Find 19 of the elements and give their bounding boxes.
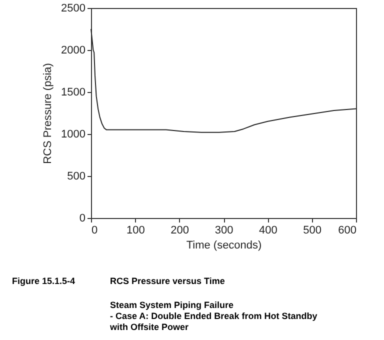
x-tick-label: 300: [214, 224, 234, 236]
x-axis-title: Time (seconds): [186, 240, 262, 252]
x-tick-label: 0: [92, 224, 98, 236]
y-tick-label: 1500: [61, 86, 86, 98]
x-tick-label: 600: [338, 224, 356, 236]
x-tick-label: 200: [170, 224, 190, 236]
x-tick-label: 400: [258, 224, 278, 236]
text: RCS Pressure versus Time: [110, 276, 225, 286]
x-tick-label: 100: [126, 224, 145, 236]
y-tick-label: 500: [67, 170, 86, 182]
y-axis-title: RCS Pressure (psia): [42, 63, 54, 164]
line-series: [90, 28, 356, 133]
y-tick-label: 2500: [61, 2, 86, 14]
y-tick-label: 0: [79, 212, 86, 224]
caption: Figure 15.1.5-4: [12, 276, 76, 286]
text: Steam System Piping Failure - Case A: Double Ended Break from Hot Standby with Offsite Power: [110, 300, 318, 333]
x-tick-label: 500: [303, 224, 322, 236]
y-tick-label: 1000: [61, 128, 86, 140]
y-tick-label: 2000: [61, 44, 86, 56]
